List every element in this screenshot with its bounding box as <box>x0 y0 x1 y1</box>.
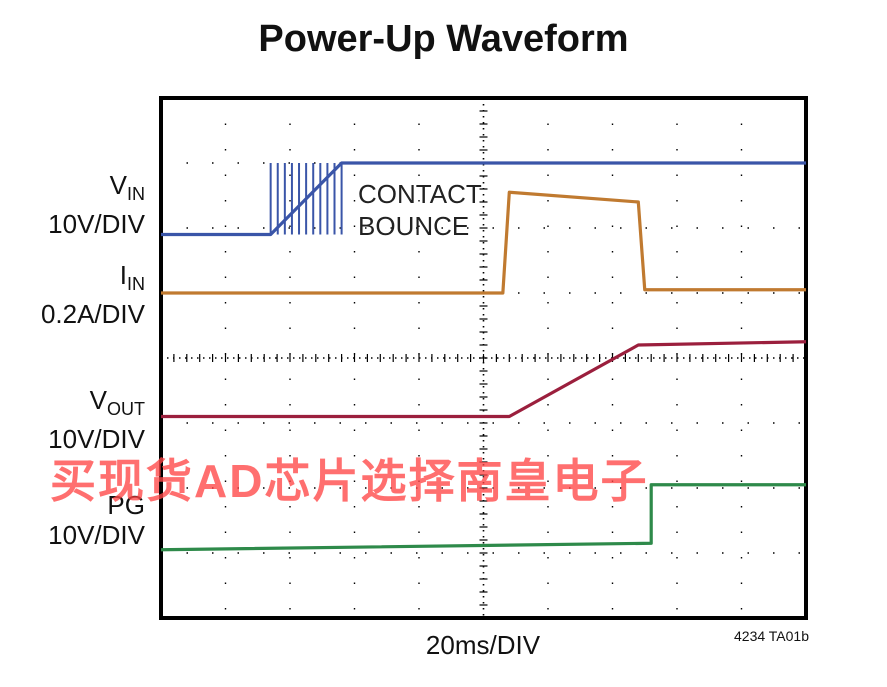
vout-scale: 10V/DIV <box>48 424 145 454</box>
vin-sub: IN <box>127 184 145 204</box>
iin-name: I <box>119 260 127 290</box>
vout-sub: OUT <box>107 399 145 419</box>
watermark: 买现货AD芯片选择南皇电子 <box>50 455 649 507</box>
iin-label: IIN 0.2A/DIV <box>41 260 145 329</box>
pg-trace <box>160 483 806 552</box>
iin-trace <box>161 190 806 295</box>
vin-label: VIN 10V/DIV <box>48 170 145 239</box>
pg-name: PG <box>107 490 145 520</box>
vout-label: VOUT 10V/DIV <box>48 385 145 454</box>
contact-bounce-annotation: CONTACT BOUNCE <box>358 178 482 242</box>
x-axis-label: 20ms/DIV <box>425 630 541 660</box>
chart-title: Power-Up Waveform <box>258 18 629 60</box>
vin-name: V <box>109 170 127 200</box>
figure-id: 4234 TA01b <box>734 628 809 644</box>
annotation-line-2: BOUNCE <box>358 211 470 241</box>
vout-trace <box>161 340 807 419</box>
vin-scale: 10V/DIV <box>48 209 145 239</box>
annotation-line-1: CONTACT <box>358 179 482 209</box>
iin-scale: 0.2A/DIV <box>40 299 145 329</box>
vout-name: V <box>89 385 107 415</box>
iin-sub: IN <box>127 274 145 294</box>
pg-label: PG 10V/DIV <box>48 490 145 550</box>
pg-scale: 10V/DIV <box>48 520 145 550</box>
